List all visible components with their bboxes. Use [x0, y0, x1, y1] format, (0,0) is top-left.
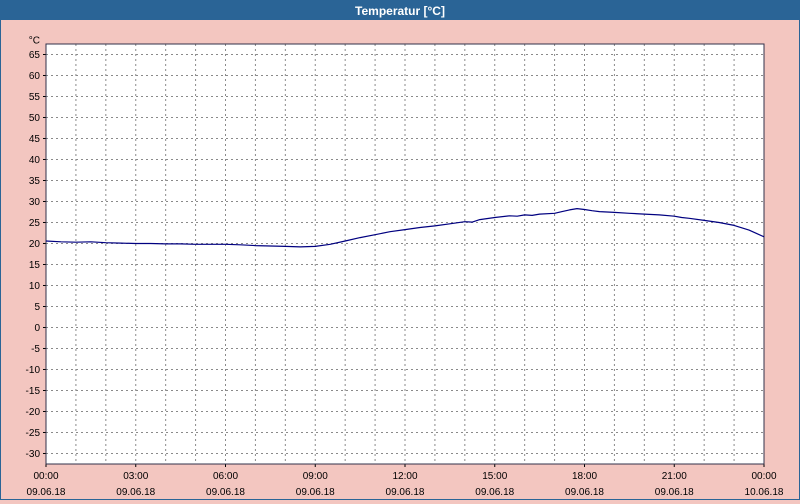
y-tick-label: 10 — [29, 281, 41, 292]
x-tick-time-label: 00:00 — [33, 471, 58, 482]
x-tick-date-label: 09.06.18 — [565, 487, 604, 498]
y-tick-label: 35 — [29, 176, 41, 187]
x-tick-time-label: 06:00 — [213, 471, 238, 482]
y-tick-label: 55 — [29, 92, 41, 103]
y-tick-label: 20 — [29, 239, 41, 250]
title-bar[interactable]: Temperatur [°C] — [1, 1, 799, 20]
y-tick-label: -20 — [26, 407, 41, 418]
x-tick-date-label: 09.06.18 — [386, 487, 425, 498]
x-tick-time-label: 18:00 — [572, 471, 597, 482]
y-tick-label: 25 — [29, 218, 41, 229]
y-tick-label: -5 — [31, 344, 40, 355]
chart-area: 65 60 55 50 45 40 35 30 25 20 15 10 5 0 -5 -10 -15 -20 -25… — [1, 20, 799, 499]
x-tick-date-label: 10.06.18 — [745, 487, 784, 498]
x-tick-time-label: 15:00 — [482, 471, 507, 482]
x-tick-date-label: 09.06.18 — [116, 487, 155, 498]
y-tick-label: 5 — [34, 302, 40, 313]
y-tick-label: 50 — [29, 113, 41, 124]
series-line-temperatur — [45, 208, 765, 248]
y-tick-label: -10 — [26, 365, 41, 376]
x-tick-time-label: 09:00 — [303, 471, 328, 482]
y-tick-label: 60 — [29, 71, 41, 82]
y-tick-label: -25 — [26, 428, 41, 439]
y-tick-label: 40 — [29, 155, 41, 166]
y-tick-label: 0 — [34, 323, 40, 334]
y-tick-label: 45 — [29, 134, 41, 145]
chart-svg[interactable]: 65605550454035302520151050-5-10-15-20-25… — [1, 20, 799, 499]
x-tick-time-label: 21:00 — [662, 471, 687, 482]
y-tick-label: 30 — [29, 197, 41, 208]
y-tick-label: 65 — [29, 50, 41, 61]
y-axis-unit-label: °C — [29, 36, 40, 47]
x-tick-time-label: 00:00 — [751, 471, 776, 482]
chart-title: Temperatur [°C] — [355, 3, 445, 18]
y-tick-label: 15 — [29, 260, 41, 271]
x-tick-time-label: 03:00 — [123, 471, 148, 482]
x-tick-date-label: 09.06.18 — [206, 487, 245, 498]
x-tick-date-label: 09.06.18 — [296, 487, 335, 498]
y-tick-label: -30 — [26, 449, 41, 460]
x-tick-date-label: 09.06.18 — [655, 487, 694, 498]
plot-border — [45, 43, 765, 465]
x-tick-date-label: 09.06.18 — [27, 487, 66, 498]
x-tick-date-label: 09.06.18 — [475, 487, 514, 498]
x-tick-time-label: 12:00 — [392, 471, 417, 482]
y-tick-label: -15 — [26, 386, 41, 397]
